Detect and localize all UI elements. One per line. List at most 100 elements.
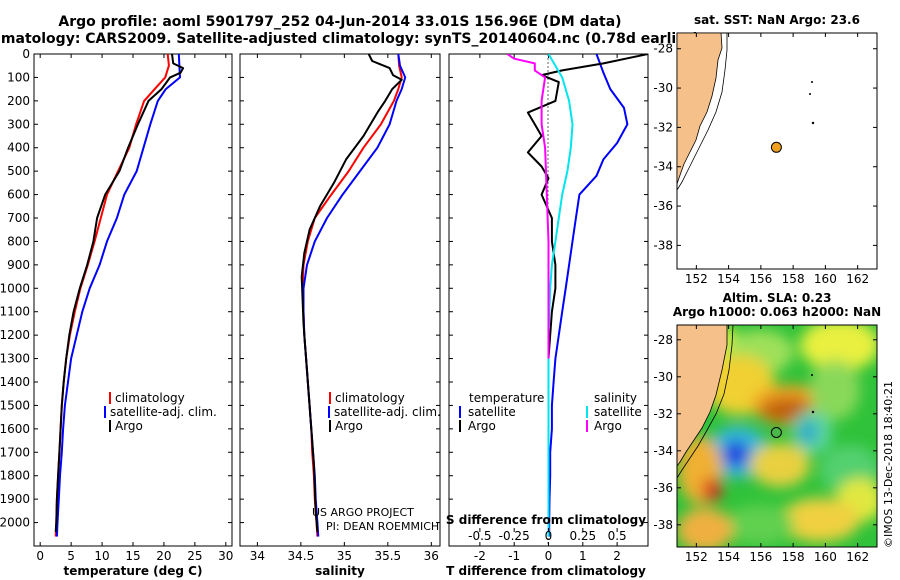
- argo-float-location: [770, 427, 782, 438]
- x-tick-label: 0: [545, 549, 553, 563]
- series-line-argo: [300, 54, 403, 532]
- sst-map: sat. SST: NaN Argo: 23.6 152 154 156 158 160…: [653, 13, 878, 286]
- sla-map-axis-ticks: 152 154 156 158 160 162 -28 -30 -32 -34 -36 -38: [653, 325, 877, 564]
- x-tick-label: 34: [250, 549, 265, 563]
- depth-tick-label: 1200: [0, 328, 30, 342]
- x-tick-label: -2: [474, 549, 486, 563]
- legend-clim-label: climatology: [335, 391, 405, 405]
- australia-coast: [677, 33, 723, 185]
- x-tick-label: 34.5: [288, 549, 315, 563]
- x-tick-label: 5: [67, 549, 75, 563]
- figure-subtitle: Climatology: CARS2009. Satellite-adjuste…: [0, 31, 699, 47]
- legend-argo-label: Argo: [335, 419, 363, 433]
- lon-tick-label: 156: [749, 550, 772, 564]
- lat-tick-label: -38: [653, 238, 673, 252]
- lon-tick-label: 162: [846, 550, 869, 564]
- sst-map-axis-ticks: 152 154 156 158 160 162 -28 -30 -32 -34 -36 -38: [653, 33, 877, 286]
- legend-argo-label: Argo: [115, 419, 143, 433]
- legend-t-title: temperature: [469, 391, 544, 405]
- temperature-xlabel: temperature (deg C): [64, 564, 203, 578]
- depth-tick-label: 0: [22, 47, 30, 61]
- legend-clim-label: climatology: [115, 391, 185, 405]
- x-tick-label: 25: [187, 549, 202, 563]
- sst-map-land: [677, 33, 815, 191]
- difference-panel: -2 -1 0 1 2 -0.5 -0.25 0 0.25 0.5 S difference f…: [446, 53, 649, 578]
- argo-float-location: [770, 141, 782, 153]
- series-line-s-argo: [506, 54, 550, 359]
- x-tick-label: -1: [508, 549, 520, 563]
- difference-legend: temperature satellite Argo salinity sate…: [459, 391, 642, 433]
- salinity-xlabel: salinity: [315, 564, 365, 578]
- credit-line-2: PI: DEAN ROEMMICH: [326, 520, 439, 533]
- depth-tick-label: 2000: [0, 516, 30, 530]
- s-difference-xlabel: S difference from climatology: [446, 513, 646, 527]
- x-tick-label: 30: [218, 549, 233, 563]
- t-difference-xlabel: T difference from climatology: [446, 564, 646, 578]
- lon-tick-label: 152: [685, 550, 708, 564]
- depth-tick-label: 400: [7, 141, 30, 155]
- s-diff-tick-label: 0.5: [608, 529, 627, 543]
- depth-tick-label: 500: [7, 164, 30, 178]
- lon-tick-label: 162: [846, 272, 869, 286]
- salinity-lines: [300, 54, 407, 537]
- island: [811, 410, 815, 414]
- figure-title: Argo profile: aoml 5901797_252 04-Jun-20…: [58, 14, 621, 30]
- depth-tick-label: 1700: [0, 445, 30, 459]
- sla-field: [677, 325, 877, 547]
- lat-tick-label: -30: [653, 81, 673, 95]
- lat-tick-label: -28: [653, 42, 673, 56]
- legend-s-sat-label: satellite: [594, 405, 642, 419]
- depth-tick-label: 1800: [0, 469, 30, 483]
- depth-tick-label: 1400: [0, 375, 30, 389]
- difference-x-axis: -2 -1 0 1 2: [449, 53, 648, 563]
- australia-coast: [677, 325, 728, 467]
- x-tick-label: 35: [337, 549, 352, 563]
- x-tick-label: 10: [94, 549, 109, 563]
- depth-tick-label: 1100: [0, 305, 30, 319]
- lat-tick-label: -28: [653, 333, 673, 347]
- s-diff-tick-label: 0.25: [569, 529, 596, 543]
- island: [811, 374, 813, 376]
- island: [811, 121, 815, 125]
- s-diff-tick-label: 0: [545, 529, 553, 543]
- depth-tick-label: 900: [7, 258, 30, 272]
- lon-tick-label: 152: [685, 272, 708, 286]
- legend-s-title: salinity: [594, 391, 637, 405]
- depth-tick-label: 300: [7, 117, 30, 131]
- island: [809, 93, 811, 95]
- x-tick-label: 20: [156, 549, 171, 563]
- lat-tick-label: -36: [653, 481, 673, 495]
- depth-axis: 0 100 200 300 400 500 600 700 800 900 1000 1100 1200…: [0, 47, 30, 530]
- x-tick-label: 0: [36, 549, 44, 563]
- shelf-contour: [677, 325, 734, 479]
- salinity-panel: 34 34.5 35 35.5 36 salinity climatology sate…: [239, 53, 441, 578]
- salinity-axes: [239, 53, 441, 547]
- lat-tick-label: -38: [653, 518, 673, 532]
- lat-tick-label: -32: [653, 120, 673, 134]
- legend-t-argo-label: Argo: [468, 419, 496, 433]
- series-line-argo: [54, 54, 185, 532]
- credit-line-1: US ARGO PROJECT: [312, 506, 414, 519]
- salinity-legend: climatology satellite-adj. clim. Argo: [328, 391, 441, 433]
- lon-tick-label: 158: [782, 272, 805, 286]
- series-line-s-satellite: [547, 54, 574, 537]
- lon-tick-label: 160: [814, 550, 837, 564]
- x-tick-label: 1: [579, 549, 587, 563]
- s-diff-tick-label: -0.5: [468, 529, 491, 543]
- x-tick-label: 36: [424, 549, 439, 563]
- lon-tick-label: 154: [717, 272, 740, 286]
- sst-map-title: sat. SST: NaN Argo: 23.6: [694, 13, 860, 27]
- island: [811, 81, 813, 83]
- x-tick-label: 35.5: [374, 549, 401, 563]
- imos-watermark: ©IMOS 13-Dec-2018 18:40:21: [882, 381, 895, 548]
- lat-tick-label: -36: [653, 199, 673, 213]
- depth-tick-label: 1500: [0, 398, 30, 412]
- sla-map-axes: [676, 324, 878, 548]
- sla-map-subtitle: Argo h1000: 0.063 h2000: NaN: [673, 305, 881, 319]
- shelf-contour: [677, 33, 728, 191]
- lon-tick-label: 158: [782, 550, 805, 564]
- temperature-legend: climatology satellite-adj. clim. Argo: [104, 391, 217, 433]
- lon-tick-label: 156: [749, 272, 772, 286]
- depth-tick-label: 1600: [0, 422, 30, 436]
